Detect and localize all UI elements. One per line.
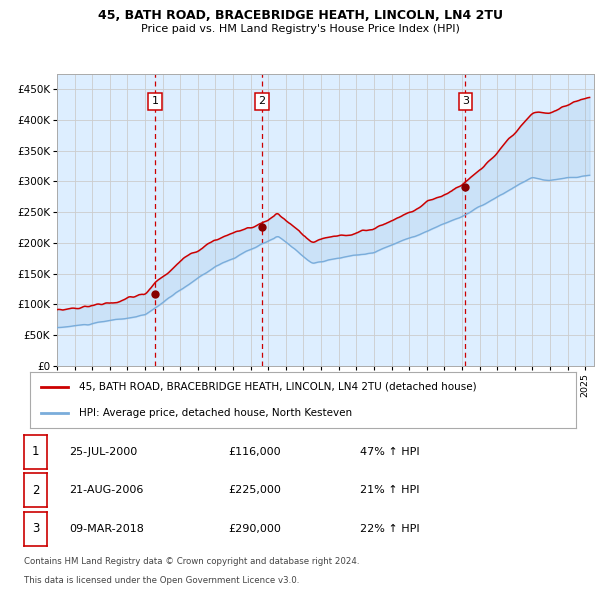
- Text: 3: 3: [462, 96, 469, 106]
- Text: 2: 2: [32, 484, 39, 497]
- Text: 2: 2: [259, 96, 266, 106]
- Text: 45, BATH ROAD, BRACEBRIDGE HEATH, LINCOLN, LN4 2TU: 45, BATH ROAD, BRACEBRIDGE HEATH, LINCOL…: [97, 9, 503, 22]
- Text: 21% ↑ HPI: 21% ↑ HPI: [360, 486, 419, 495]
- Text: 09-MAR-2018: 09-MAR-2018: [69, 524, 144, 533]
- Text: Price paid vs. HM Land Registry's House Price Index (HPI): Price paid vs. HM Land Registry's House …: [140, 24, 460, 34]
- Text: £225,000: £225,000: [228, 486, 281, 495]
- Text: 3: 3: [32, 522, 39, 535]
- Text: 25-JUL-2000: 25-JUL-2000: [69, 447, 137, 457]
- Text: £116,000: £116,000: [228, 447, 281, 457]
- Text: HPI: Average price, detached house, North Kesteven: HPI: Average price, detached house, Nort…: [79, 408, 352, 418]
- Text: This data is licensed under the Open Government Licence v3.0.: This data is licensed under the Open Gov…: [24, 576, 299, 585]
- Text: 21-AUG-2006: 21-AUG-2006: [69, 486, 143, 495]
- Text: £290,000: £290,000: [228, 524, 281, 533]
- Text: 1: 1: [32, 445, 39, 458]
- Text: 45, BATH ROAD, BRACEBRIDGE HEATH, LINCOLN, LN4 2TU (detached house): 45, BATH ROAD, BRACEBRIDGE HEATH, LINCOL…: [79, 382, 477, 392]
- Text: 1: 1: [152, 96, 158, 106]
- Text: 22% ↑ HPI: 22% ↑ HPI: [360, 524, 419, 533]
- Text: Contains HM Land Registry data © Crown copyright and database right 2024.: Contains HM Land Registry data © Crown c…: [24, 558, 359, 566]
- Text: 47% ↑ HPI: 47% ↑ HPI: [360, 447, 419, 457]
